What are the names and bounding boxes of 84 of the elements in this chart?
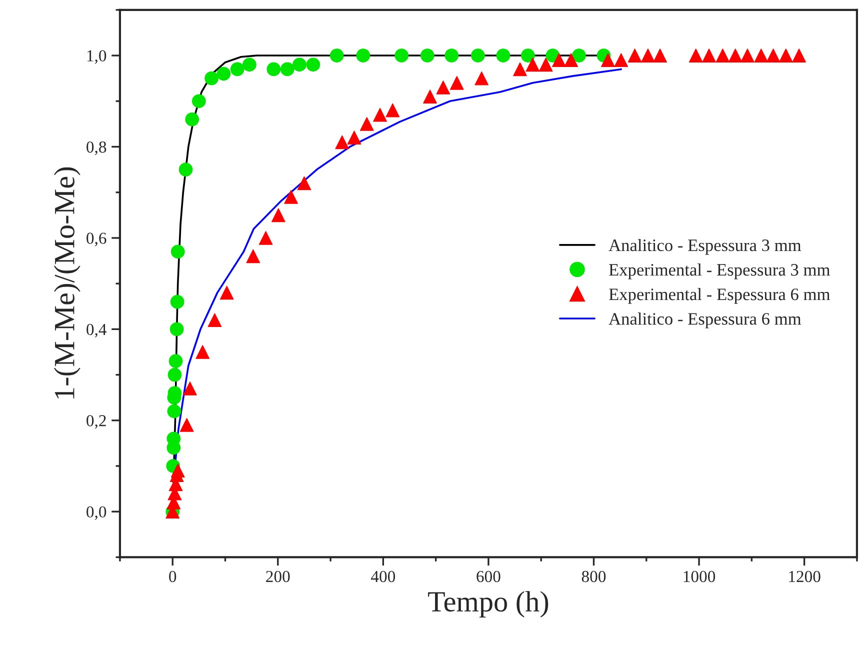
point: [728, 48, 742, 62]
point: [192, 94, 206, 108]
point: [356, 48, 370, 62]
point: [266, 62, 281, 76]
y-axis-title: 1-(M-Me)/(Mo-Me): [54, 167, 80, 398]
point: [702, 48, 716, 62]
point: [330, 48, 344, 62]
point: [496, 48, 510, 62]
point: [178, 162, 193, 176]
point: [168, 368, 182, 382]
point: [335, 135, 350, 150]
point: [386, 103, 400, 118]
point: [183, 382, 197, 396]
point: [778, 48, 793, 62]
point: [444, 48, 459, 62]
point: [754, 48, 768, 62]
point: [688, 48, 703, 62]
point: [168, 354, 183, 368]
point: [185, 112, 200, 126]
point: [167, 404, 182, 418]
x-axis-title: Tempo (h): [428, 591, 548, 618]
point: [180, 418, 194, 432]
x-tick-label: 400: [371, 570, 396, 582]
point: [628, 48, 642, 62]
point: [170, 294, 184, 309]
point: [230, 62, 244, 76]
point: [470, 48, 485, 62]
point: [740, 48, 754, 62]
point: [292, 58, 306, 72]
legend-label: Analitico - Espessura 3 mm: [608, 238, 802, 255]
point: [284, 190, 298, 204]
y-tick-label: 1,0: [87, 50, 106, 64]
point: [538, 58, 553, 72]
point: [766, 48, 780, 62]
point: [347, 130, 362, 145]
x-tick-label: 200: [266, 570, 290, 582]
point: [513, 62, 527, 76]
point: [170, 322, 184, 336]
legend-label: Analitico - Espessura 6 mm: [608, 312, 802, 328]
point: [216, 66, 231, 81]
point: [271, 208, 286, 222]
point: [474, 71, 489, 86]
point: [280, 62, 294, 76]
x-tick-label: 1000: [684, 570, 716, 582]
point: [394, 48, 409, 62]
point: [204, 71, 218, 86]
point: [196, 345, 210, 359]
point: [572, 48, 586, 62]
y-tick-label: 0,2: [86, 415, 106, 429]
point: [716, 48, 730, 62]
point: [521, 48, 535, 62]
point: [258, 231, 273, 245]
point: [297, 176, 312, 190]
y-tick-label: 0,0: [86, 506, 106, 520]
point: [373, 108, 387, 122]
point: [208, 313, 222, 327]
legend-label: Experimental - Espessura 3 mm: [609, 263, 830, 280]
point: [170, 464, 185, 478]
point: [423, 90, 437, 104]
point: [552, 53, 566, 68]
x-tick-label: 0: [169, 570, 176, 582]
point: [360, 117, 374, 131]
point: [614, 53, 628, 68]
point: [653, 48, 668, 62]
point: [792, 48, 806, 62]
point: [220, 286, 234, 300]
y-tick-label: 0,6: [86, 232, 106, 246]
point: [641, 48, 655, 62]
point: [246, 249, 260, 264]
y-tick-label: 0,8: [86, 141, 106, 156]
x-tick-label: 600: [476, 570, 500, 582]
point: [564, 53, 578, 68]
point: [170, 244, 185, 259]
point: [601, 53, 615, 68]
point: [526, 58, 540, 72]
point: [450, 76, 464, 90]
point: [242, 58, 256, 72]
point: [436, 80, 450, 94]
y-tick-label: 0,4: [86, 324, 106, 338]
legend-label: Experimental - Espessura 6 mm: [609, 288, 830, 304]
point: [420, 48, 434, 62]
point: [306, 58, 320, 72]
x-tick-label: 1200: [789, 570, 820, 582]
x-tick-label: 800: [582, 570, 606, 582]
